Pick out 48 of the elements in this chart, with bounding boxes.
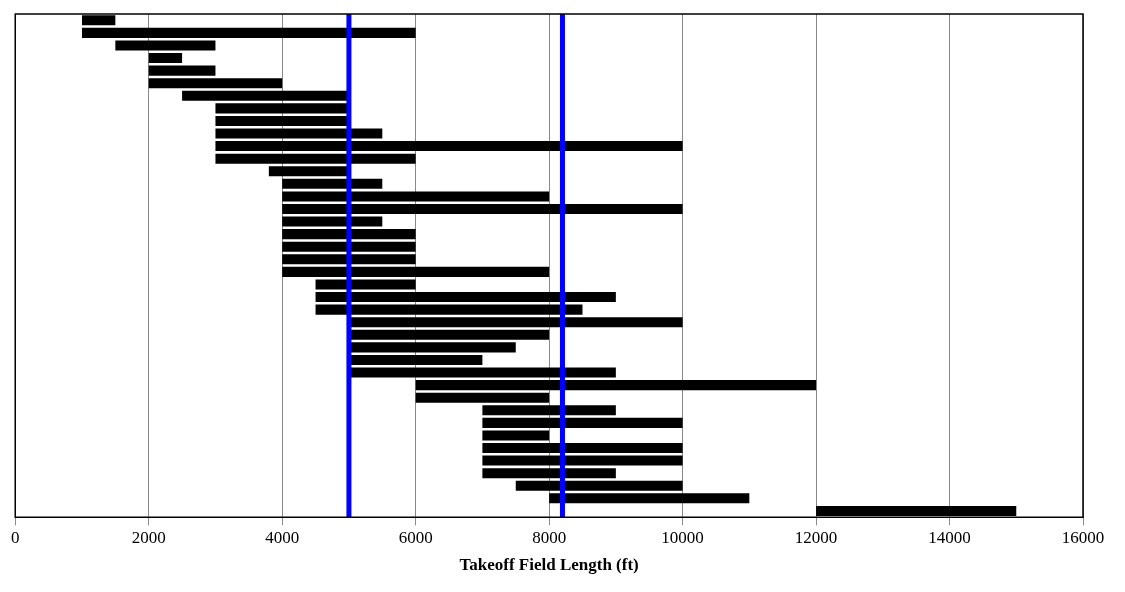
bar: [148, 65, 216, 76]
bar: [482, 417, 683, 428]
x-axis-title: Takeoff Field Length (ft): [459, 555, 639, 575]
bar: [415, 380, 817, 391]
bar: [268, 166, 349, 177]
bar: [282, 254, 416, 265]
bar: [282, 191, 550, 202]
bar: [282, 178, 383, 189]
bar: [315, 304, 583, 315]
x-tick-label: 8000: [532, 527, 567, 547]
bar: [182, 90, 349, 101]
x-tick-label: 16000: [1061, 527, 1105, 547]
bar: [348, 317, 683, 328]
bar: [482, 405, 616, 416]
bar: [482, 430, 550, 441]
bar: [115, 40, 216, 51]
x-tick-label: 4000: [265, 527, 300, 547]
x-tick-label: 12000: [794, 527, 838, 547]
bar: [215, 141, 683, 152]
bar: [415, 392, 550, 403]
bar: [348, 342, 516, 353]
bar: [515, 480, 683, 491]
bar: [315, 279, 416, 290]
bar: [282, 203, 683, 215]
x-tick-label: 14000: [928, 527, 971, 547]
x-tick-label: 6000: [398, 527, 433, 547]
bar: [282, 266, 550, 277]
bar: [81, 27, 416, 38]
bar: [482, 468, 616, 479]
x-tick-label: 10000: [661, 527, 704, 547]
bar: [215, 128, 383, 139]
bar: [148, 53, 183, 64]
bar: [282, 241, 416, 252]
bar: [315, 292, 616, 303]
bar: [348, 367, 616, 378]
bar: [549, 493, 750, 504]
bar: [215, 103, 349, 114]
bar: [348, 329, 550, 340]
bar: [482, 455, 683, 466]
bar: [282, 229, 416, 240]
bar: [482, 442, 683, 454]
bar: [148, 78, 283, 89]
x-tick-label: 2000: [131, 527, 166, 547]
bar: [348, 354, 483, 365]
bar: [282, 216, 383, 227]
bar: [215, 115, 349, 126]
bar: [215, 153, 416, 164]
x-tick-label: 0: [11, 527, 20, 547]
